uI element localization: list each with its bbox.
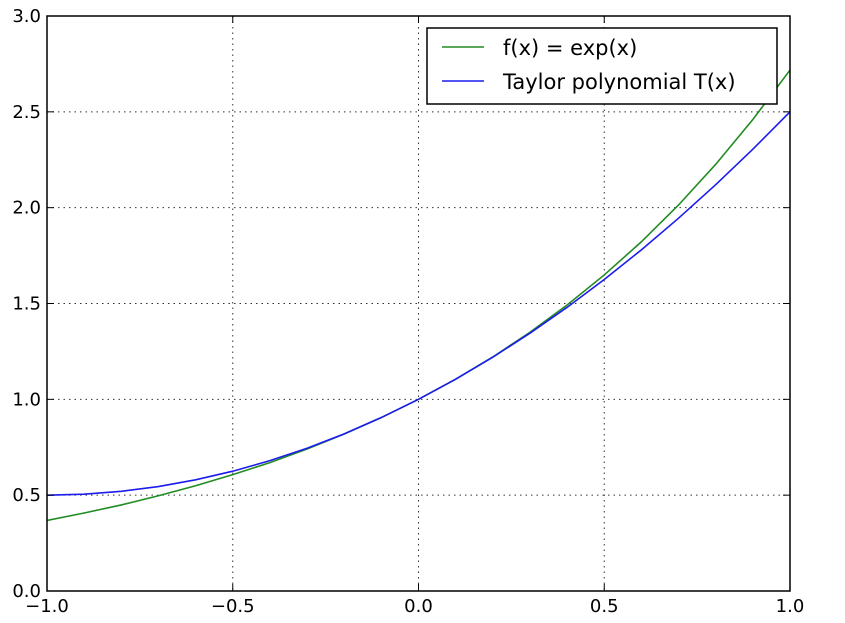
x-tick-labels: −1.0 −0.5 0.0 0.5 1.0 (25, 596, 804, 617)
y-tick-label: 2.0 (12, 198, 41, 219)
series-group (47, 69, 790, 522)
series-line-taylor (47, 111, 790, 496)
y-tick-label: 0.0 (12, 581, 41, 602)
legend-label-exp: f(x) = exp(x) (503, 36, 637, 60)
y-tick-labels: 0.0 0.5 1.0 1.5 2.0 2.5 3.0 (12, 6, 41, 602)
legend: f(x) = exp(x) Taylor polynomial T(x) (426, 27, 778, 105)
legend-box (426, 27, 778, 105)
x-tick-label: 0.0 (404, 596, 433, 617)
x-tick-label: −1.0 (25, 596, 69, 617)
y-tick-label: 3.0 (12, 6, 41, 27)
grid (47, 16, 790, 591)
x-tick-label: 0.5 (590, 596, 619, 617)
x-tick-label: 1.0 (776, 596, 805, 617)
y-tick-label: 0.5 (12, 485, 41, 506)
y-tick-label: 2.5 (12, 102, 41, 123)
tick-marks (46, 15, 791, 592)
legend-label-taylor: Taylor polynomial T(x) (502, 70, 736, 94)
y-tick-label: 1.0 (12, 389, 41, 410)
x-tick-label: −0.5 (211, 596, 255, 617)
y-tick-label: 1.5 (12, 294, 41, 315)
